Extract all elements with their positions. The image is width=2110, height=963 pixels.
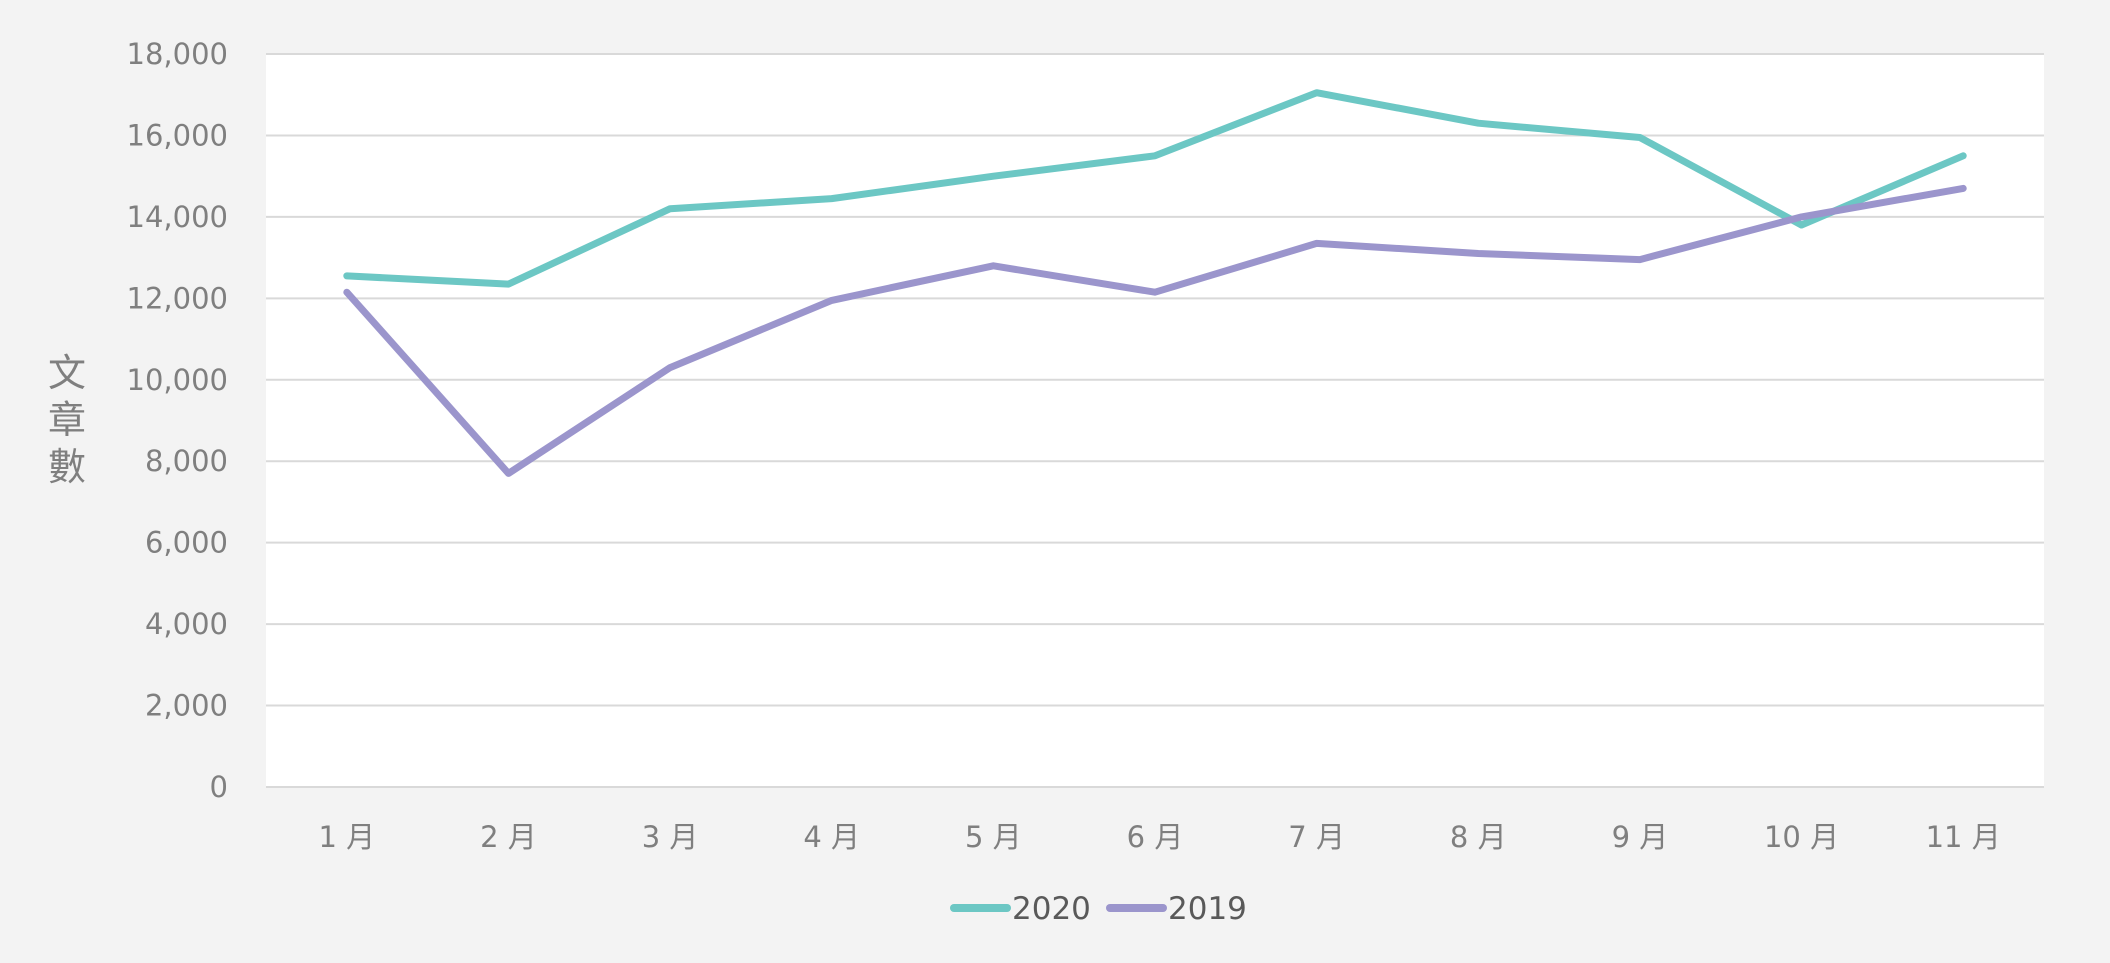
legend-label: 2019 — [1168, 891, 1247, 927]
x-tick-label: 7 月 — [1288, 820, 1345, 854]
x-tick-label: 3 月 — [642, 820, 699, 854]
x-tick-label: 10 月 — [1764, 820, 1839, 854]
series-lines — [343, 89, 1967, 477]
y-tick-label: 14,000 — [127, 200, 228, 234]
y-tick-label: 18,000 — [127, 37, 228, 71]
x-axis-ticks: 1 月 2 月 3 月 4 月 5 月 6 月 7 月 8 月 9 月 10 月 11 月 — [318, 820, 2000, 854]
x-tick-label: 11 月 — [1926, 820, 2001, 854]
y-axis-label-char: 文 — [48, 351, 86, 395]
y-axis-ticks: 0 2,000 4,000 6,000 8,000 10,000 12,000 14,000 1… — [127, 37, 228, 804]
x-tick-label: 9 月 — [1612, 820, 1669, 854]
x-tick-label: 2 月 — [480, 820, 537, 854]
y-tick-label: 2,000 — [145, 689, 228, 723]
x-tick-label: 4 月 — [803, 820, 860, 854]
y-axis-label-char: 數 — [48, 445, 86, 489]
x-tick-label: 1 月 — [318, 820, 375, 854]
y-tick-label: 10,000 — [127, 363, 228, 397]
x-tick-label: 8 月 — [1450, 820, 1507, 854]
x-tick-label: 5 月 — [965, 820, 1022, 854]
y-tick-label: 8,000 — [145, 444, 228, 478]
y-tick-label: 12,000 — [127, 281, 228, 315]
gridlines — [266, 53, 2044, 788]
x-tick-label: 6 月 — [1127, 820, 1184, 854]
y-tick-label: 4,000 — [145, 607, 228, 641]
y-tick-label: 16,000 — [127, 118, 228, 152]
y-axis-label: 文章數 — [48, 351, 86, 489]
y-axis-label-char: 章 — [48, 398, 86, 442]
legend-label: 2020 — [1012, 891, 1091, 927]
plot-area — [266, 54, 2044, 787]
legend: 2020 2019 — [950, 891, 1247, 927]
y-tick-label: 6,000 — [145, 526, 228, 560]
y-tick-label: 0 — [210, 770, 228, 804]
